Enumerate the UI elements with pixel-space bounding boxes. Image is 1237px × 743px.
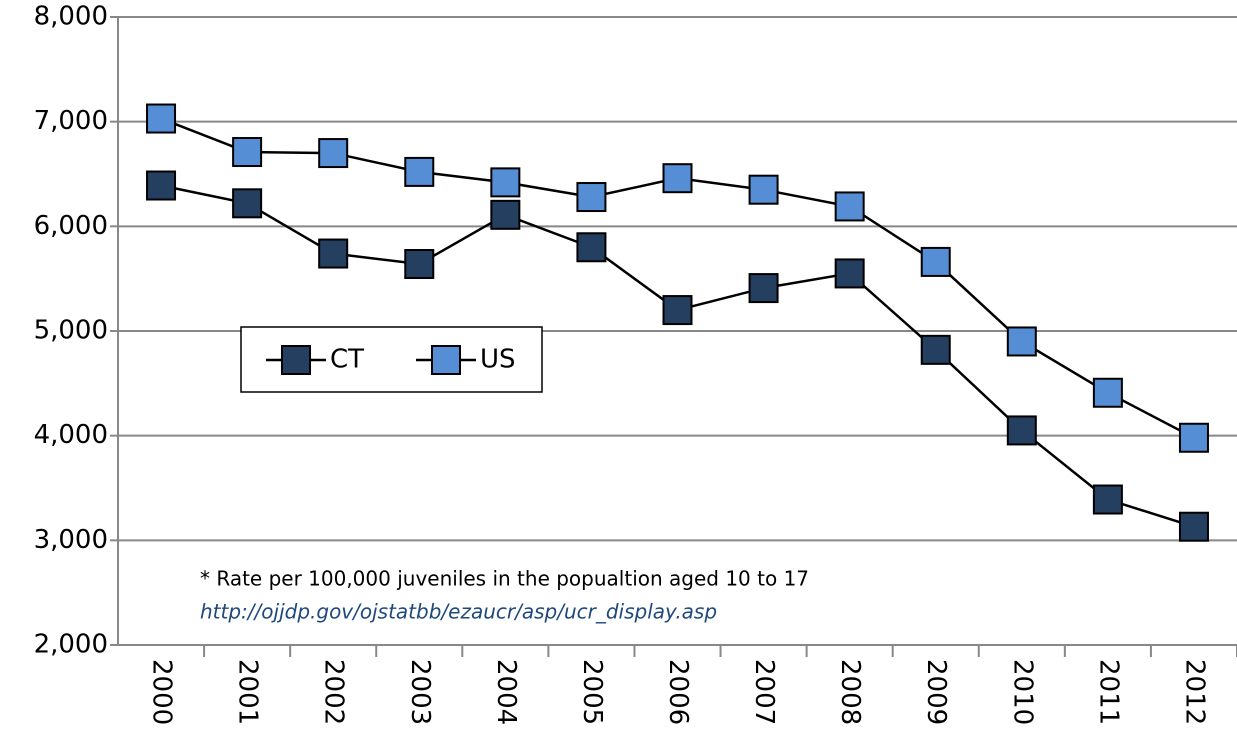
x-tick-label: 2012 — [1179, 659, 1209, 725]
x-tick-label: 2011 — [1093, 659, 1123, 725]
marker — [748, 174, 779, 205]
marker — [1006, 326, 1037, 357]
y-tick-label: 2,000 — [34, 630, 108, 660]
marker — [318, 138, 349, 169]
x-tick-label: 2010 — [1007, 659, 1037, 725]
marker — [232, 137, 263, 168]
legend-label: CT — [330, 345, 364, 375]
marker — [1092, 484, 1123, 515]
marker — [404, 156, 435, 187]
marker — [490, 167, 521, 198]
marker — [146, 170, 177, 201]
x-tick-label: 2007 — [749, 659, 779, 725]
y-tick-label: 5,000 — [34, 316, 108, 346]
marker — [748, 273, 779, 304]
y-tick-label: 3,000 — [34, 525, 108, 555]
marker — [662, 163, 693, 194]
marker — [232, 188, 263, 219]
marker — [490, 199, 521, 230]
marker — [1178, 422, 1209, 453]
marker — [920, 246, 951, 277]
marker — [834, 191, 865, 222]
marker — [1092, 377, 1123, 408]
legend-marker — [431, 345, 461, 375]
marker — [662, 295, 693, 326]
x-tick-label: 2000 — [147, 659, 177, 725]
x-tick-label: 2008 — [835, 659, 865, 725]
marker — [404, 249, 435, 280]
marker — [146, 103, 177, 134]
legend-marker — [281, 345, 311, 375]
y-tick-label: 4,000 — [34, 420, 108, 450]
y-tick-label: 8,000 — [34, 2, 108, 32]
legend-label: US — [480, 345, 516, 375]
y-tick-label: 7,000 — [34, 106, 108, 136]
marker — [1006, 415, 1037, 446]
x-tick-label: 2004 — [491, 659, 521, 725]
marker — [1178, 511, 1209, 542]
x-tick-label: 2009 — [921, 659, 951, 725]
marker — [576, 232, 607, 263]
y-tick-label: 6,000 — [34, 211, 108, 241]
x-tick-label: 2001 — [233, 659, 263, 725]
x-tick-label: 2006 — [663, 659, 693, 725]
marker — [318, 238, 349, 269]
marker — [834, 258, 865, 289]
marker — [920, 334, 951, 365]
marker — [576, 182, 607, 213]
x-tick-label: 2003 — [405, 659, 435, 725]
annotation-link: http://ojjdp.gov/ojstatbb/ezaucr/asp/ucr… — [200, 600, 717, 624]
x-tick-label: 2002 — [319, 659, 349, 725]
annotation: * Rate per 100,000 juveniles in the popu… — [200, 567, 809, 591]
x-tick-label: 2005 — [577, 659, 607, 725]
